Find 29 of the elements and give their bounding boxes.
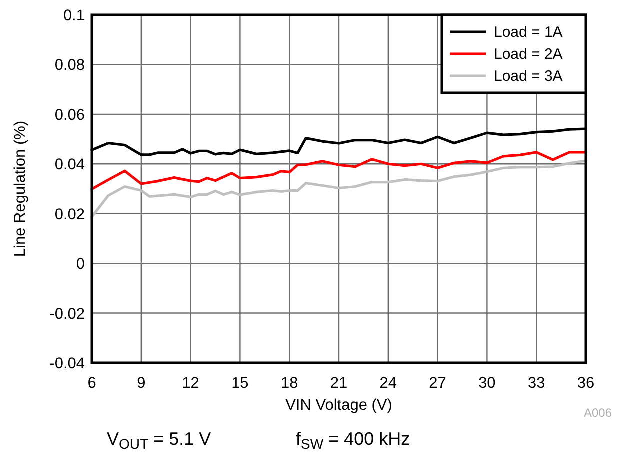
text: A006 xyxy=(584,406,612,420)
x-tick-label: 9 xyxy=(137,375,146,392)
y-tick-label: -0.02 xyxy=(50,306,85,323)
x-tick-label: 12 xyxy=(182,375,200,392)
x-tick-label: 6 xyxy=(88,375,96,392)
x-axis-title: VIN Voltage (V) xyxy=(286,397,392,414)
y-tick-label: 0.08 xyxy=(54,57,85,74)
x-tick-label: 21 xyxy=(330,375,348,392)
y-tick-label: 0.1 xyxy=(63,8,85,24)
x-tick-label: 24 xyxy=(380,375,398,392)
x-tick-label: 18 xyxy=(280,375,298,392)
y-tick-label: 0 xyxy=(76,256,86,274)
line-series xyxy=(90,151,588,191)
legend-label: Load = 2A xyxy=(494,46,563,63)
y-tick-label: 0.06 xyxy=(54,106,85,124)
text: f$_{SW}$ = 400 kHz xyxy=(296,429,410,452)
x-tick-label: 36 xyxy=(577,375,595,392)
y-tick-label: 0.02 xyxy=(54,206,85,224)
x-tick-label: 30 xyxy=(478,375,496,392)
x-tick-label: 27 xyxy=(429,375,446,392)
y-tick-label: 0.04 xyxy=(54,156,86,174)
legend-label: Load = 3A xyxy=(494,68,563,85)
y-tick-label: -0.04 xyxy=(50,356,86,372)
x-tick-label: 33 xyxy=(528,375,546,392)
line-series xyxy=(90,160,588,218)
x-tick-label: 15 xyxy=(232,375,249,392)
y-axis-title: Line Regulation (%) xyxy=(12,120,29,258)
text: V$_{OUT}$ = 5.1 V xyxy=(107,429,212,452)
legend-label: Load = 1A xyxy=(494,24,563,41)
